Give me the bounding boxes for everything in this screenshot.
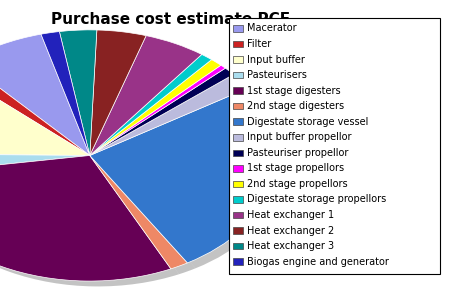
Wedge shape	[49, 37, 98, 161]
Wedge shape	[90, 36, 202, 155]
FancyBboxPatch shape	[229, 18, 440, 274]
Wedge shape	[0, 62, 90, 155]
Text: Heat exchanger 1: Heat exchanger 1	[247, 210, 334, 220]
FancyBboxPatch shape	[233, 196, 243, 203]
Wedge shape	[90, 155, 188, 269]
FancyBboxPatch shape	[233, 150, 243, 156]
FancyBboxPatch shape	[233, 165, 243, 172]
Wedge shape	[98, 35, 154, 161]
Text: Purchase cost estimate PCE: Purchase cost estimate PCE	[51, 12, 290, 27]
FancyBboxPatch shape	[233, 87, 243, 94]
FancyBboxPatch shape	[233, 56, 243, 63]
Wedge shape	[90, 88, 278, 263]
FancyBboxPatch shape	[233, 212, 243, 218]
Text: Pasteurisers: Pasteurisers	[247, 70, 307, 80]
Wedge shape	[98, 161, 196, 274]
Text: 2nd stage propellors: 2nd stage propellors	[247, 179, 348, 189]
Wedge shape	[0, 155, 171, 281]
Wedge shape	[98, 93, 286, 268]
Wedge shape	[90, 65, 225, 155]
Text: Filter: Filter	[247, 39, 271, 49]
Wedge shape	[98, 71, 233, 161]
Text: 1st stage digesters: 1st stage digesters	[247, 86, 341, 96]
Wedge shape	[0, 67, 98, 161]
Wedge shape	[0, 154, 90, 175]
Text: Digestate storage vessel: Digestate storage vessel	[247, 117, 368, 127]
Text: Biogas engine and generator: Biogas engine and generator	[247, 257, 389, 267]
FancyBboxPatch shape	[233, 227, 243, 234]
Wedge shape	[98, 65, 229, 161]
FancyBboxPatch shape	[233, 243, 243, 249]
Wedge shape	[0, 34, 90, 155]
FancyBboxPatch shape	[233, 103, 243, 109]
Wedge shape	[90, 74, 249, 155]
Text: Heat exchanger 2: Heat exchanger 2	[247, 225, 334, 236]
Text: 1st stage propellors: 1st stage propellors	[247, 163, 344, 173]
FancyBboxPatch shape	[233, 41, 243, 47]
Text: 2nd stage digesters: 2nd stage digesters	[247, 101, 344, 111]
Wedge shape	[0, 76, 98, 161]
Wedge shape	[90, 60, 221, 155]
Wedge shape	[41, 32, 90, 155]
Wedge shape	[59, 30, 97, 155]
Wedge shape	[98, 80, 257, 161]
Text: Input buffer: Input buffer	[247, 54, 305, 65]
Text: Pasteuriser propellor: Pasteuriser propellor	[247, 148, 348, 158]
FancyBboxPatch shape	[233, 258, 243, 265]
FancyBboxPatch shape	[233, 25, 243, 32]
Text: Digestate storage propellors: Digestate storage propellors	[247, 194, 386, 205]
Text: Input buffer propellor: Input buffer propellor	[247, 132, 352, 142]
FancyBboxPatch shape	[233, 181, 243, 187]
Text: Macerator: Macerator	[247, 23, 297, 33]
Wedge shape	[98, 74, 242, 161]
FancyBboxPatch shape	[233, 118, 243, 125]
Wedge shape	[98, 41, 210, 161]
Wedge shape	[0, 39, 98, 161]
Wedge shape	[98, 60, 220, 161]
Wedge shape	[90, 54, 211, 155]
FancyBboxPatch shape	[233, 72, 243, 78]
FancyBboxPatch shape	[233, 134, 243, 141]
Wedge shape	[90, 30, 146, 155]
Wedge shape	[0, 161, 179, 286]
Wedge shape	[90, 68, 234, 155]
Wedge shape	[0, 159, 98, 180]
Wedge shape	[0, 71, 90, 155]
Wedge shape	[67, 35, 105, 161]
Text: Heat exchanger 3: Heat exchanger 3	[247, 241, 334, 251]
